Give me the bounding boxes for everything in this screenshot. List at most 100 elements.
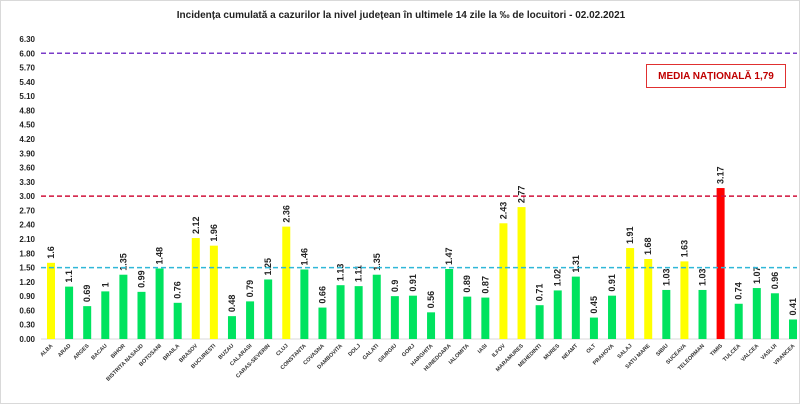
- bar-bucuresti: [209, 245, 218, 339]
- bar-mures: [553, 290, 562, 339]
- x-category-label: CLUJ: [275, 343, 289, 357]
- bar-maramures: [517, 207, 526, 339]
- bar-dolj: [354, 286, 363, 339]
- bar-botosani: [155, 268, 164, 339]
- bar-galati: [372, 274, 381, 339]
- bar-cluj: [282, 226, 291, 339]
- data-label: 1.46: [299, 248, 309, 266]
- data-label: 0.69: [82, 285, 92, 303]
- data-label: 1.68: [643, 237, 653, 255]
- y-tick-label: 1.50: [19, 264, 35, 273]
- x-category-label: DOLJ: [347, 343, 362, 358]
- y-tick-label: 5.70: [19, 64, 35, 73]
- bar-bistrita-nasaud: [137, 291, 146, 339]
- bar-bacau: [101, 291, 110, 339]
- x-category-label: BACAU: [90, 343, 108, 361]
- bar-teleorman: [698, 289, 707, 339]
- data-label: 1.91: [625, 227, 635, 245]
- data-label: 3.17: [716, 167, 726, 185]
- data-label: 1.03: [698, 268, 708, 286]
- bar-salaj: [626, 248, 635, 339]
- data-label: 0.9: [390, 280, 400, 293]
- bar-ilfov: [499, 223, 508, 339]
- data-label: 1.63: [679, 240, 689, 258]
- data-label: 1.48: [155, 247, 165, 265]
- data-label: 2.43: [498, 202, 508, 220]
- x-category-label: ARAD: [57, 343, 72, 358]
- bar-valcea: [752, 288, 761, 339]
- bar-mehedinti: [535, 305, 544, 339]
- bar-giurgiu: [390, 296, 399, 339]
- bar-calarasi: [246, 301, 255, 339]
- data-label: 0.96: [770, 272, 780, 290]
- data-label: 1: [100, 282, 110, 287]
- bar-buzau: [227, 316, 236, 339]
- x-category-label: CARAS-SEVERIN: [235, 343, 271, 379]
- data-label: 1.31: [571, 255, 581, 273]
- data-label: 1.96: [209, 224, 219, 242]
- y-tick-label: 0.60: [19, 306, 35, 315]
- bar-arad: [65, 286, 74, 339]
- data-label: 1.13: [336, 264, 346, 282]
- x-category-label: ARGES: [73, 343, 91, 361]
- y-tick-label: 4.50: [19, 121, 35, 130]
- y-tick-label: 0.90: [19, 292, 35, 301]
- data-label: 2.36: [281, 205, 291, 223]
- bar-vaslui: [770, 293, 779, 339]
- data-label: 0.87: [480, 276, 490, 294]
- y-tick-label: 4.80: [19, 106, 35, 115]
- data-label: 1.1: [64, 270, 74, 283]
- x-category-label: GORJ: [401, 343, 416, 358]
- x-category-label: TIMIS: [709, 343, 724, 358]
- data-label: 1.25: [263, 258, 273, 276]
- bar-braila: [173, 302, 182, 339]
- data-label: 0.41: [788, 298, 798, 316]
- x-category-label: ILFOV: [491, 343, 507, 359]
- data-label: 1.35: [372, 253, 382, 271]
- bar-brasov: [191, 238, 200, 339]
- bar-tulcea: [734, 303, 743, 339]
- bar-bihor: [119, 274, 128, 339]
- bar-alba: [47, 262, 55, 339]
- y-tick-label: 2.70: [19, 206, 35, 215]
- y-tick-label: 3.90: [19, 149, 35, 158]
- y-tick-label: 3.60: [19, 164, 35, 173]
- x-category-label: BIHOR: [110, 343, 127, 360]
- y-tick-label: 1.80: [19, 249, 35, 258]
- data-label: 2.77: [517, 186, 527, 204]
- data-label: 1.07: [752, 267, 762, 285]
- data-label: 0.76: [173, 281, 183, 299]
- y-tick-label: 2.40: [19, 221, 35, 230]
- bar-arges: [83, 306, 92, 339]
- data-label: 1.6: [46, 246, 56, 259]
- x-category-label: OLT: [586, 343, 598, 355]
- bar-gorj: [408, 295, 417, 339]
- bar-harghita: [427, 312, 436, 339]
- y-tick-label: 5.40: [19, 78, 35, 87]
- bar-satu-mare: [644, 259, 653, 339]
- data-label: 0.91: [607, 274, 617, 292]
- chart-title: Incidența cumulată a cazurilor la nivel …: [176, 10, 626, 21]
- x-category-label: IASI: [477, 343, 489, 355]
- y-tick-label: 3.00: [19, 192, 35, 201]
- bar-constanta: [300, 269, 309, 339]
- y-tick-label: 4.20: [19, 135, 35, 144]
- data-label: 0.91: [408, 274, 418, 292]
- data-label: 0.99: [136, 270, 146, 288]
- bar-ialomita: [463, 296, 472, 339]
- data-label: 0.45: [589, 296, 599, 314]
- y-tick-label: 3.30: [19, 178, 35, 187]
- x-category-label: SALAJ: [617, 343, 634, 360]
- bar-timis: [716, 188, 725, 339]
- data-label: 1.02: [553, 269, 563, 287]
- bar-suceava: [680, 261, 689, 339]
- x-category-label: GIURGIU: [377, 343, 398, 364]
- data-label: 0.74: [734, 282, 744, 300]
- y-tick-label: 5.10: [19, 92, 35, 101]
- bar-olt: [589, 317, 598, 339]
- national-average-box: MEDIA NAȚIONALĂ 1,79: [646, 64, 786, 88]
- bar-vrancea: [789, 319, 797, 339]
- x-category-label: NEAMT: [561, 343, 580, 362]
